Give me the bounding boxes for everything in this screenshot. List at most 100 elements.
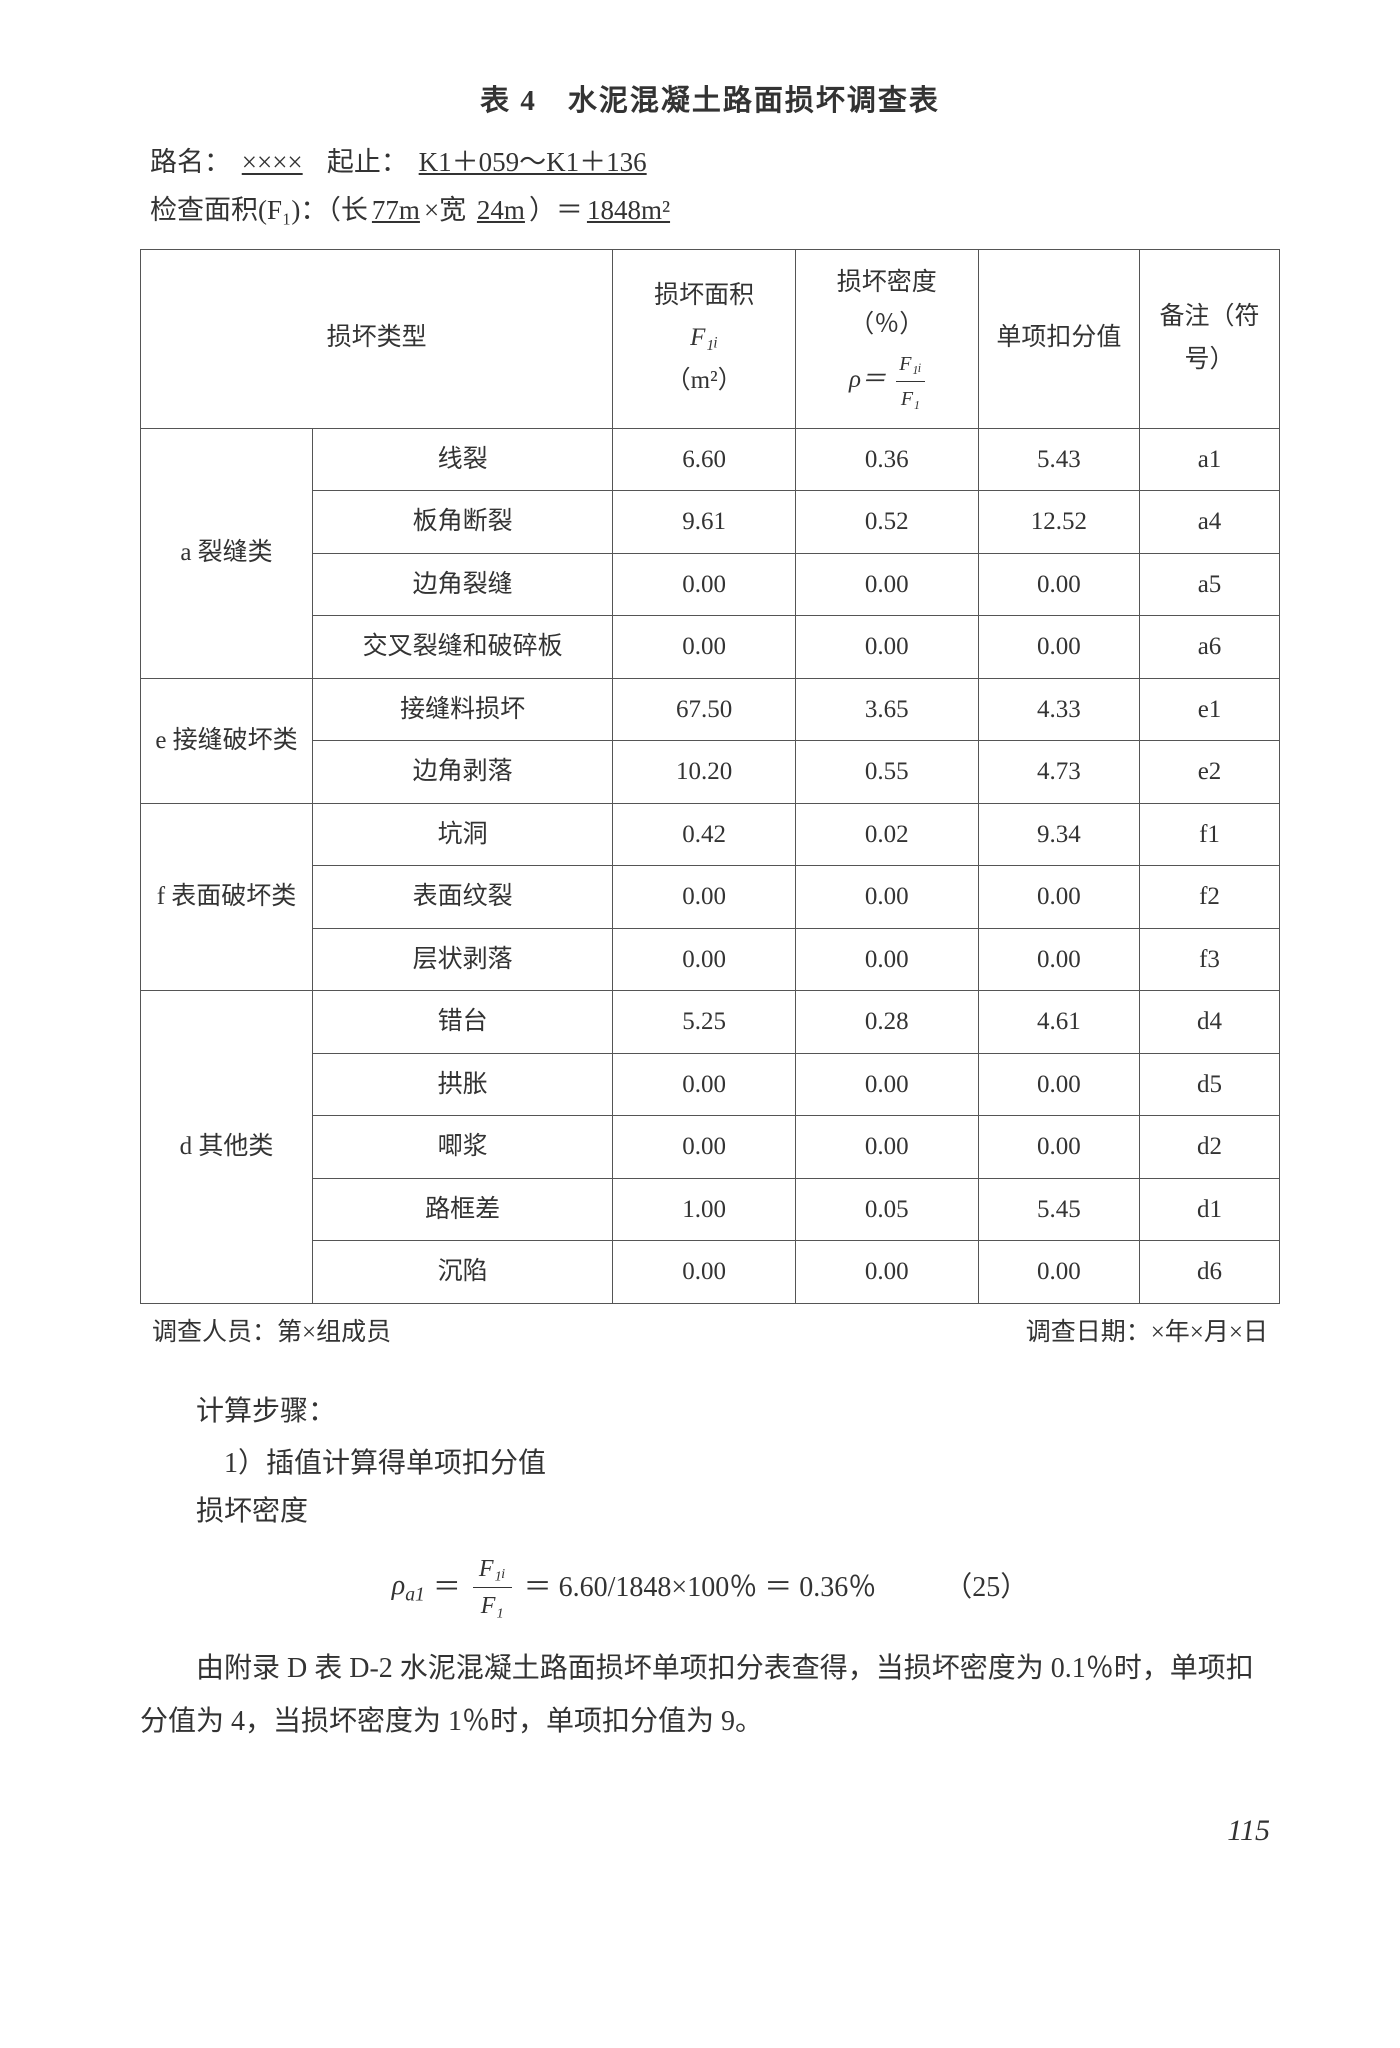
- group-cell: a 裂缝类: [141, 428, 313, 678]
- group-cell: f 表面破坏类: [141, 803, 313, 991]
- data-cell: 边角剥落: [313, 741, 613, 804]
- data-cell: a5: [1139, 553, 1279, 616]
- col-note: 备注（符号）: [1139, 249, 1279, 428]
- area-length: 77m: [368, 195, 424, 225]
- data-cell: d1: [1139, 1178, 1279, 1241]
- rho-den: F₁: [898, 382, 923, 416]
- footer-left: 调查人员：第×组成员: [152, 1314, 391, 1352]
- area-label: 检查面积(F₁)：（长: [150, 195, 368, 225]
- data-cell: 9.61: [613, 491, 796, 554]
- data-cell: 0.00: [613, 866, 796, 929]
- data-cell: 5.43: [978, 428, 1139, 491]
- area-width: 24m: [473, 195, 529, 225]
- col-density-formula: ρ＝ F₁ᵢ F₁: [806, 347, 968, 416]
- data-cell: 0.00: [978, 616, 1139, 679]
- rho-sym: ρ＝: [849, 366, 886, 393]
- data-cell: 0.00: [795, 616, 978, 679]
- area-mid: ×宽: [424, 195, 473, 225]
- range-label: 起止：: [327, 147, 408, 177]
- col-density: 损坏密度 （％） ρ＝ F₁ᵢ F₁: [795, 249, 978, 428]
- data-cell: 4.33: [978, 678, 1139, 741]
- data-cell: 边角裂缝: [313, 553, 613, 616]
- data-cell: 0.05: [795, 1178, 978, 1241]
- data-cell: 10.20: [613, 741, 796, 804]
- data-cell: 0.00: [978, 866, 1139, 929]
- data-cell: 0.00: [613, 928, 796, 991]
- road-value: ××××: [238, 147, 307, 177]
- eq-rhs: ＝ 6.60/1848×100％ ＝ 0.36％: [524, 1567, 877, 1609]
- data-cell: 0.00: [978, 1116, 1139, 1179]
- data-cell: 0.00: [978, 1241, 1139, 1304]
- data-cell: 4.73: [978, 741, 1139, 804]
- data-cell: 4.61: [978, 991, 1139, 1054]
- equation-25: ρa1 ＝ F₁ᵢ F₁ ＝ 6.60/1848×100％ ＝ 0.36％ （2…: [140, 1551, 1280, 1624]
- data-cell: 沉陷: [313, 1241, 613, 1304]
- data-cell: 0.00: [613, 553, 796, 616]
- table-footer: 调查人员：第×组成员 调查日期：×年×月×日: [152, 1314, 1268, 1352]
- data-cell: a1: [1139, 428, 1279, 491]
- table-row: f 表面破坏类坑洞0.420.029.34f1: [141, 803, 1280, 866]
- data-cell: 表面纹裂: [313, 866, 613, 929]
- meta-line-1: 路名： ×××× 起止： K1＋059～K1＋136: [150, 142, 1280, 183]
- data-cell: 3.65: [795, 678, 978, 741]
- data-cell: f2: [1139, 866, 1279, 929]
- data-cell: 9.34: [978, 803, 1139, 866]
- data-cell: 1.00: [613, 1178, 796, 1241]
- rho-num: F₁ᵢ: [896, 347, 924, 382]
- calc-steps-label: 计算步骤：: [140, 1391, 1280, 1433]
- footer-right: 调查日期：×年×月×日: [1026, 1314, 1268, 1352]
- data-cell: 0.00: [613, 616, 796, 679]
- data-cell: 0.55: [795, 741, 978, 804]
- rho-frac: F₁ᵢ F₁: [896, 347, 924, 416]
- data-cell: 6.60: [613, 428, 796, 491]
- data-cell: 0.00: [613, 1116, 796, 1179]
- data-cell: 0.02: [795, 803, 978, 866]
- rho-var: ρa1: [392, 1565, 425, 1610]
- data-cell: d4: [1139, 991, 1279, 1054]
- data-cell: 0.00: [978, 928, 1139, 991]
- data-cell: 0.28: [795, 991, 978, 1054]
- data-cell: f1: [1139, 803, 1279, 866]
- eq-number: （25）: [944, 1567, 1028, 1609]
- data-cell: 线裂: [313, 428, 613, 491]
- data-cell: 路框差: [313, 1178, 613, 1241]
- group-cell: e 接缝破坏类: [141, 678, 313, 803]
- data-cell: 0.42: [613, 803, 796, 866]
- data-cell: 5.45: [978, 1178, 1139, 1241]
- page-number: 115: [140, 1808, 1270, 1853]
- col-area-sym: F₁ᵢ: [623, 317, 785, 360]
- frac-num: F₁ᵢ: [473, 1551, 512, 1588]
- fraction: F₁ᵢ F₁: [473, 1551, 512, 1624]
- col-area: 损坏面积 F₁ᵢ （m²）: [613, 249, 796, 428]
- road-label: 路名：: [150, 147, 231, 177]
- table-row: a 裂缝类线裂6.600.365.43a1: [141, 428, 1280, 491]
- data-cell: 接缝料损坏: [313, 678, 613, 741]
- data-cell: f3: [1139, 928, 1279, 991]
- data-cell: 0.00: [795, 553, 978, 616]
- col-density-label: 损坏密度: [806, 262, 968, 305]
- frac-den: F₁: [475, 1588, 510, 1624]
- data-cell: 0.00: [795, 928, 978, 991]
- data-cell: 交叉裂缝和破碎板: [313, 616, 613, 679]
- data-cell: d5: [1139, 1053, 1279, 1116]
- data-cell: 0.36: [795, 428, 978, 491]
- calc-step1: 1）插值计算得单项扣分值: [140, 1443, 1280, 1485]
- data-cell: 0.00: [795, 1053, 978, 1116]
- data-cell: e1: [1139, 678, 1279, 741]
- data-cell: d2: [1139, 1116, 1279, 1179]
- data-cell: 错台: [313, 991, 613, 1054]
- group-cell: d 其他类: [141, 991, 313, 1304]
- eq-sign-1: ＝: [433, 1567, 461, 1609]
- data-cell: 0.00: [795, 866, 978, 929]
- range-value: K1＋059～K1＋136: [415, 147, 651, 177]
- text-paragraph: 由附录 D 表 D-2 水泥混凝土路面损坏单项扣分表查得，当损坏密度为 0.1％…: [140, 1642, 1280, 1748]
- area-eq: ）＝: [529, 195, 583, 225]
- data-cell: 0.00: [613, 1053, 796, 1116]
- col-type: 损坏类型: [141, 249, 613, 428]
- data-cell: 0.00: [795, 1241, 978, 1304]
- damage-table: 损坏类型 损坏面积 F₁ᵢ （m²） 损坏密度 （％） ρ＝ F₁ᵢ F₁ 单项…: [140, 249, 1280, 1304]
- data-cell: 0.00: [795, 1116, 978, 1179]
- data-cell: a6: [1139, 616, 1279, 679]
- data-cell: a4: [1139, 491, 1279, 554]
- data-cell: 5.25: [613, 991, 796, 1054]
